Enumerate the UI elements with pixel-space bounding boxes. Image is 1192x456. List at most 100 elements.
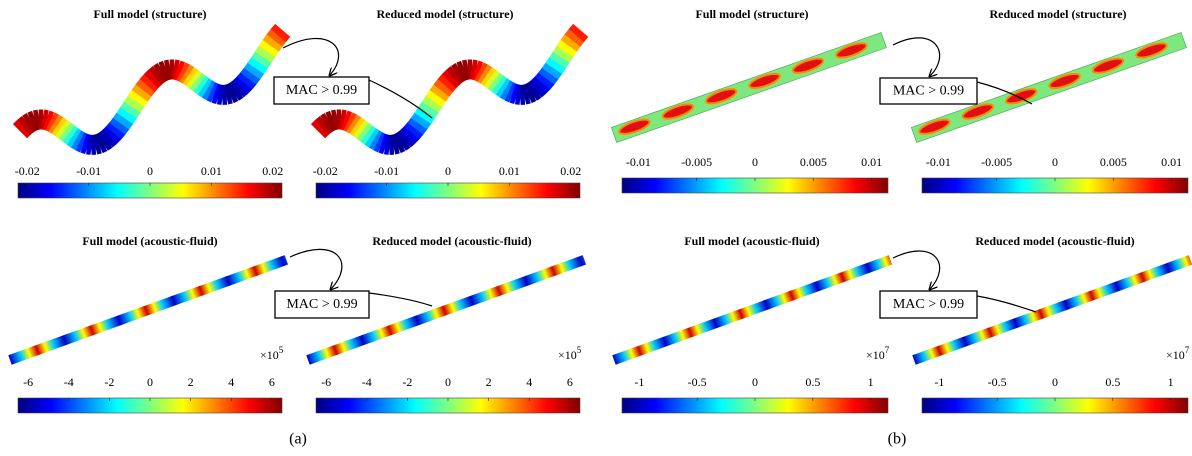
structure-shape	[66, 128, 83, 148]
structure-shape	[75, 132, 89, 153]
structure-shape	[12, 119, 32, 139]
panel-title: Reduced model (acoustic-fluid)	[372, 234, 531, 248]
mac-label: MAC > 0.99	[893, 297, 964, 312]
colorbar-tick-label: -0.01	[626, 155, 651, 169]
colorbar-tick-label: 0.005	[800, 155, 827, 169]
colorbar-tick-label: -1	[934, 375, 944, 389]
colorbar-tick-label: 4	[228, 375, 234, 389]
connector	[892, 250, 941, 289]
colorbar-tick-label: 0.01	[861, 155, 882, 169]
structure-shape	[143, 69, 163, 89]
panel-title: Full model (structure)	[93, 7, 206, 21]
colorbar-tick-label: -0.005	[981, 155, 1012, 169]
structure-shape	[491, 75, 509, 96]
fluid-shape	[912, 255, 1192, 365]
colorbar-multiplier: ×105	[558, 345, 582, 362]
structure-shape	[80, 133, 92, 155]
panel-title: Reduced model (acoustic-fluid)	[975, 234, 1134, 248]
structure-shape	[202, 80, 217, 101]
structure-shape	[421, 94, 444, 113]
structure-shape	[320, 113, 336, 133]
colorbar-tick-label: 6	[567, 375, 573, 389]
panel-title: Full model (acoustic-fluid)	[82, 234, 217, 248]
structure-shape	[610, 32, 887, 143]
connector	[289, 248, 343, 289]
strip-body	[8, 255, 289, 365]
structure-shape	[325, 110, 338, 132]
connector	[976, 81, 1033, 105]
structure-shape	[369, 130, 384, 151]
panel-title: Reduced model (structure)	[989, 7, 1126, 21]
structure-shape	[437, 73, 458, 93]
structure-shape	[446, 66, 464, 86]
rod-mode	[1048, 72, 1081, 90]
colorbar-tick-label: 0	[752, 155, 758, 169]
caption: (b)	[888, 431, 907, 448]
structure-shape	[254, 44, 277, 63]
structure-shape	[189, 72, 207, 93]
structure-shape	[451, 63, 467, 83]
fluid-shape	[8, 255, 289, 365]
strip-body	[612, 255, 893, 365]
mac-box	[274, 290, 370, 319]
connector	[282, 37, 340, 75]
colorbar-tick-label: 4	[526, 375, 532, 389]
rod-mode	[1135, 42, 1168, 59]
structure-shape	[456, 60, 469, 82]
structure-shape	[262, 33, 284, 52]
colorbar-multiplier: ×107	[1166, 345, 1190, 362]
strip-body	[912, 255, 1192, 365]
structure-shape	[258, 39, 280, 57]
colorbar-tick-label: -0.02	[313, 164, 338, 178]
mac-box	[879, 290, 978, 319]
structure-shape	[32, 109, 42, 131]
structure-shape	[197, 78, 214, 98]
structure-shape	[556, 39, 578, 57]
colorbar-tick-label: 0	[1052, 375, 1058, 389]
colorbar-tick-label: 1	[1168, 375, 1174, 389]
colorbar-tick-label: 0.01	[201, 164, 222, 178]
multiplier-base: ×10	[260, 348, 279, 362]
structure-shape	[364, 128, 381, 148]
structure-shape	[560, 33, 582, 52]
structure-shape	[123, 94, 146, 113]
colorbar-tick-label: 0	[1052, 155, 1058, 169]
multiplier-base: ×10	[558, 348, 577, 362]
structure-shape	[211, 83, 223, 105]
multiplier-base: ×10	[866, 348, 885, 362]
mac-label: MAC > 0.99	[286, 83, 357, 98]
fluid-shape	[612, 255, 893, 365]
structure-shape	[17, 116, 35, 136]
panel-title: Full model (structure)	[695, 7, 808, 21]
structure-shape	[193, 75, 211, 96]
structure-shape	[500, 80, 515, 101]
colorbar-tick-label: -0.01	[76, 164, 101, 178]
structure-shape	[568, 23, 589, 43]
colorbar-tick-label: -4	[64, 375, 74, 389]
structure-shape	[22, 113, 38, 133]
structure-shape	[27, 110, 40, 132]
structure-shape	[360, 125, 378, 146]
colorbar-tick-label: 0.5	[805, 375, 820, 389]
colorbar-tick-label: -0.01	[926, 155, 951, 169]
structure-shape	[158, 60, 171, 82]
rod-mode	[748, 72, 781, 90]
structure-shape	[135, 78, 156, 97]
colorbar-tick-label: -2	[402, 375, 412, 389]
structure-shape	[330, 109, 340, 131]
structure-shape	[429, 83, 451, 102]
structure-shape	[373, 132, 387, 153]
colorbar-tick-label: 0.01	[499, 164, 520, 178]
structure-shape	[441, 69, 461, 89]
structure-shape	[139, 73, 160, 93]
mac-box	[273, 76, 370, 105]
colorbar-tick-label: -4	[362, 375, 372, 389]
colorbar-tick-label: 0.005	[1100, 155, 1127, 169]
mac-label: MAC > 0.99	[893, 84, 964, 99]
colorbar-tick-label: -2	[104, 375, 114, 389]
colorbar-tick-label: 0	[147, 164, 153, 178]
structure-shape	[131, 83, 153, 102]
structure-shape	[378, 133, 390, 155]
colorbar-tick-label: 2	[486, 375, 492, 389]
rod-mode	[918, 118, 951, 135]
